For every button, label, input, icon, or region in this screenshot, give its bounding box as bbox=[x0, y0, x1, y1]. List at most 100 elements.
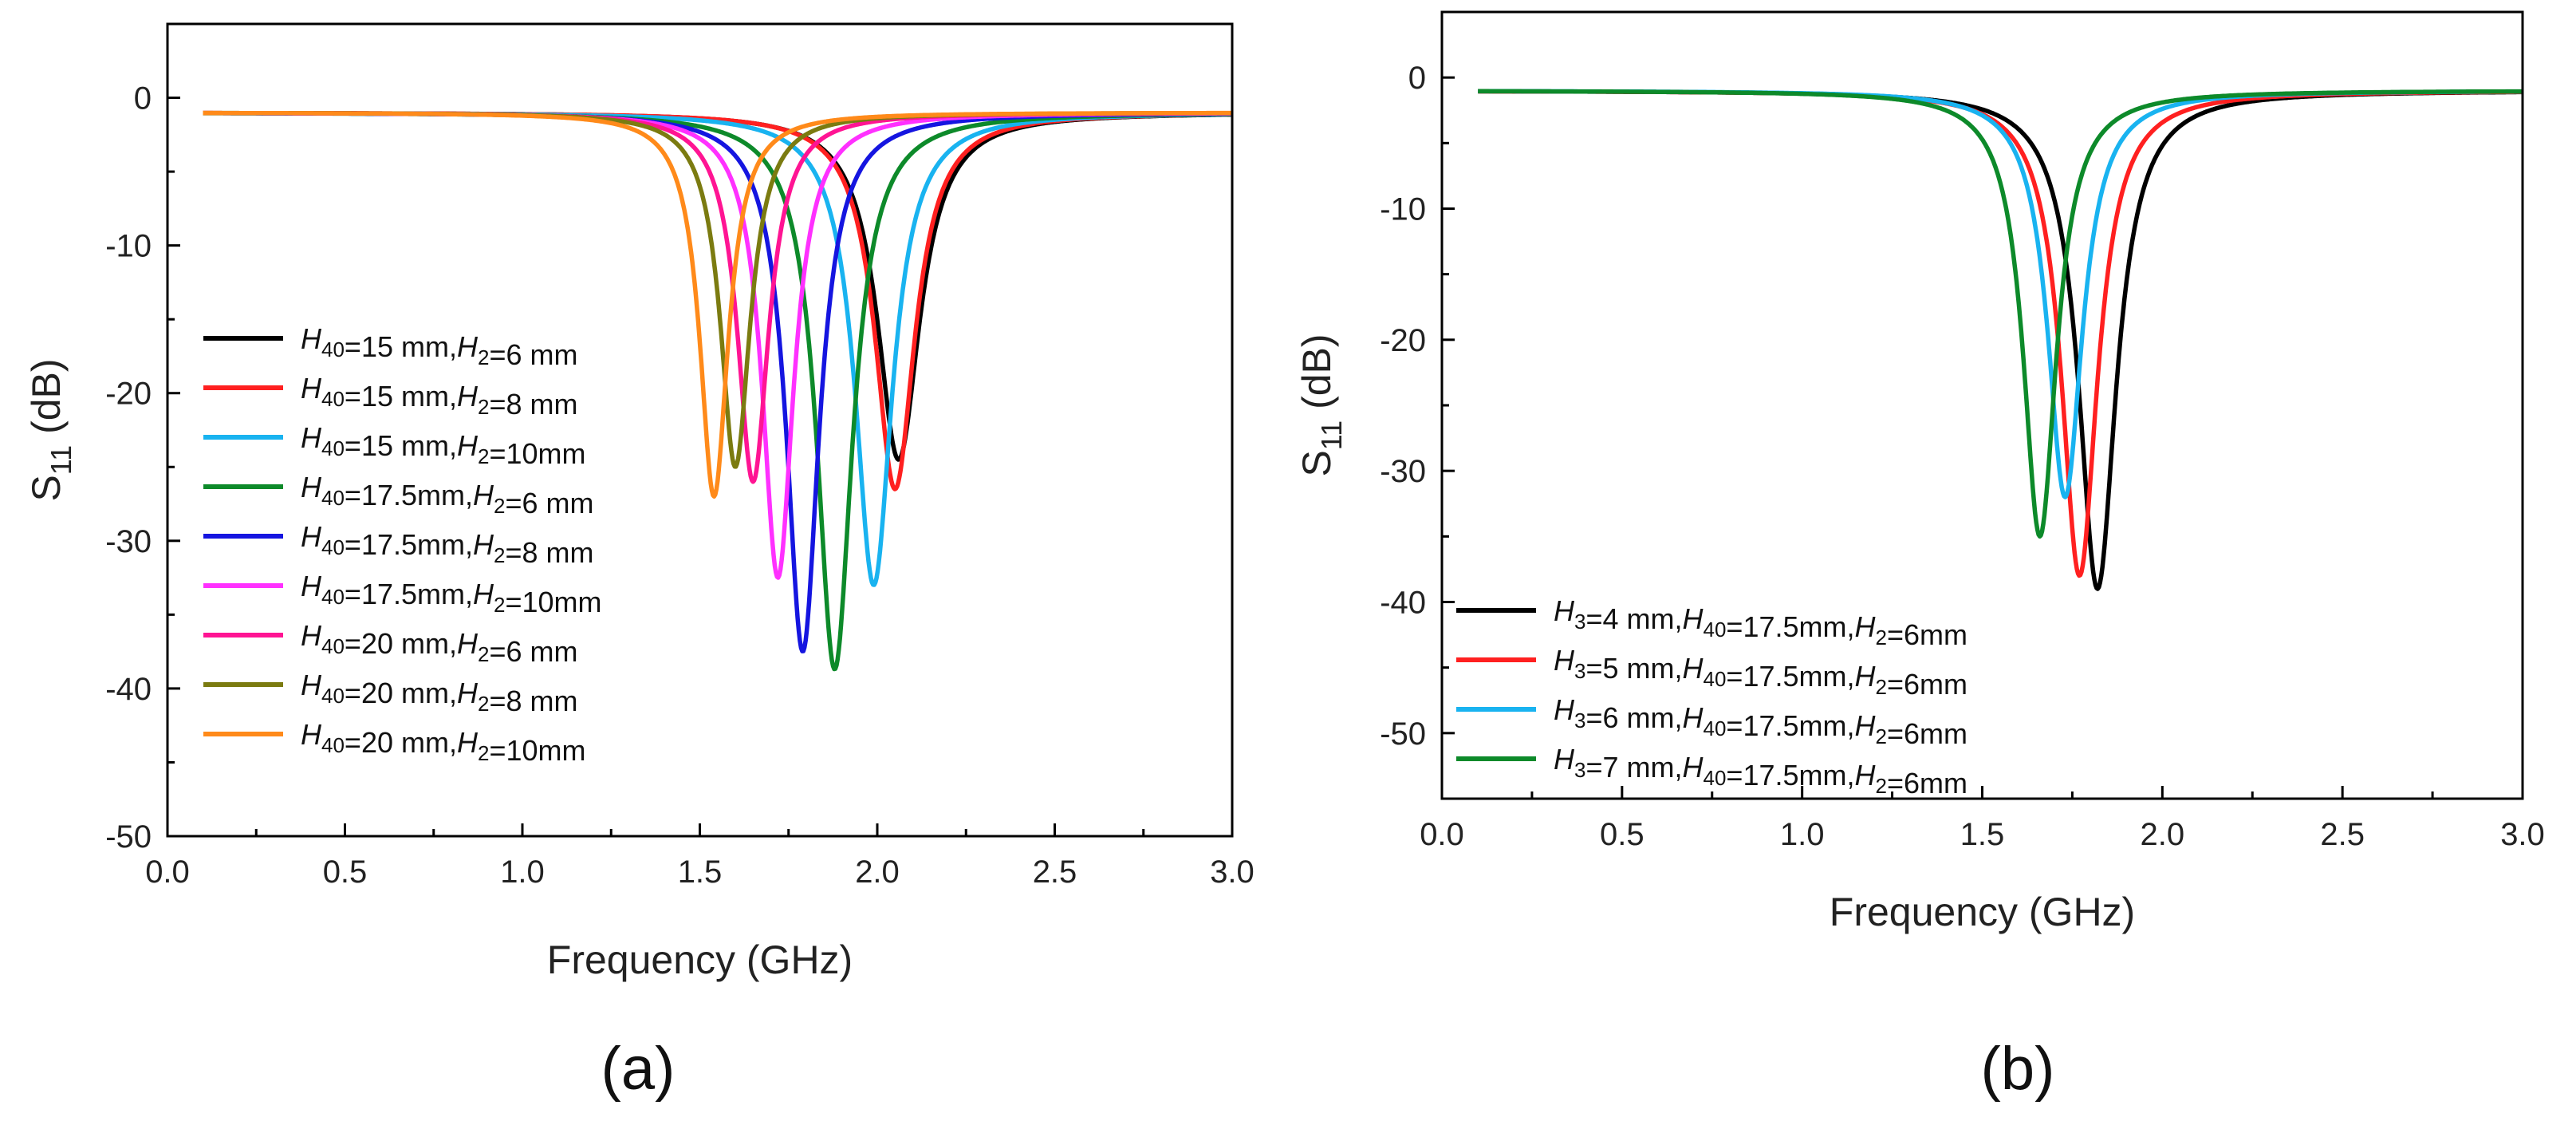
legend-var: H bbox=[1683, 751, 1704, 784]
legend-text: =5 mm, bbox=[1585, 652, 1682, 685]
legend-label-red: H40=15 mm,H2=8 mm bbox=[301, 372, 577, 420]
legend-text: =17.5mm, bbox=[1726, 610, 1854, 643]
panel-b: 0.0 0.5 1.0 1.5 2.0 2.5 3.0 0 -10 -20 -30 -40 -50 Fre… bbox=[1294, 10, 2545, 1103]
legend-var-subscript: 40 bbox=[1704, 618, 1727, 641]
legend-var-subscript: 2 bbox=[1876, 675, 1887, 699]
legend-var: H bbox=[457, 330, 479, 363]
legend-var-subscript: 2 bbox=[478, 444, 489, 468]
legend-text: =6mm bbox=[1887, 618, 1967, 651]
legend-var: H bbox=[1683, 602, 1704, 635]
legend-var-subscript: 40 bbox=[321, 634, 345, 658]
legend-var: H bbox=[1554, 594, 1575, 627]
legend-var-subscript: 40 bbox=[321, 535, 345, 559]
legend-text: =6 mm bbox=[489, 338, 577, 371]
y-tick-label: -40 bbox=[1380, 586, 1426, 621]
series-line-black bbox=[1476, 89, 2523, 591]
legend-label-green: H40=17.5mm,H2=6 mm bbox=[301, 471, 594, 519]
legend-var-subscript: 40 bbox=[1704, 716, 1727, 740]
y-axis-label: S11 (dB) bbox=[1294, 334, 1348, 476]
series-lines bbox=[202, 110, 1232, 672]
series-line-light-blue bbox=[1476, 89, 2523, 499]
legend-var-subscript: 2 bbox=[494, 543, 505, 567]
legend-label-pink: H40=20 mm,H2=6 mm bbox=[301, 619, 577, 668]
legend-text: =6mm bbox=[1887, 668, 1967, 701]
legend-var: H bbox=[457, 627, 479, 660]
panel-a: 0.0 0.5 1.0 1.5 2.0 2.5 3.0 0 -10 -20 -30 -40 -50 Fre… bbox=[24, 22, 1255, 1103]
y-tick-label: 0 bbox=[1408, 61, 1426, 96]
legend-text: =20 mm, bbox=[345, 726, 457, 759]
legend-var: H bbox=[473, 528, 494, 561]
legend-var-subscript: 40 bbox=[1704, 667, 1727, 691]
legend-var-subscript: 2 bbox=[494, 593, 505, 617]
legend-var-subscript: 3 bbox=[1574, 610, 1585, 634]
legend-label-black: H3=4 mm,H40=17.5mm,H2=6mm bbox=[1554, 594, 1967, 651]
x-tick-label: 2.5 bbox=[1033, 855, 1077, 890]
legend-label-black: H40=15 mm,H2=6 mm bbox=[301, 322, 577, 371]
legend-label-magenta: H40=17.5mm,H2=10mm bbox=[301, 570, 602, 618]
legend-var: H bbox=[301, 322, 322, 355]
y-axis-label-subscript: 11 bbox=[1315, 420, 1348, 450]
x-tick-label: 3.0 bbox=[2500, 817, 2545, 852]
legend-var-subscript: 40 bbox=[321, 684, 345, 708]
y-axis-label-unit: (dB) bbox=[1294, 334, 1339, 420]
legend-var: H bbox=[301, 372, 322, 405]
x-tick-label: 2.0 bbox=[2141, 817, 2185, 852]
legend-var: H bbox=[1554, 693, 1575, 726]
y-tick-label: -40 bbox=[105, 672, 152, 707]
legend-text: =6mm bbox=[1887, 767, 1967, 799]
legend-var: H bbox=[1683, 652, 1704, 685]
legend-text: =17.5mm, bbox=[345, 578, 473, 610]
legend-var: H bbox=[301, 520, 322, 553]
legend-text: =8 mm bbox=[489, 388, 577, 420]
legend-var: H bbox=[1554, 644, 1575, 677]
y-tick-label: -50 bbox=[105, 819, 152, 855]
legend-text: =7 mm, bbox=[1585, 751, 1682, 784]
y-tick-label: -20 bbox=[105, 377, 152, 412]
legend-var-subscript: 2 bbox=[478, 345, 489, 369]
legend-text: =10mm bbox=[505, 586, 601, 618]
legend-var-subscript: 3 bbox=[1574, 758, 1585, 782]
legend-text: =15 mm, bbox=[345, 330, 457, 363]
x-tick-label: 1.5 bbox=[678, 855, 723, 890]
x-tick-label: 0.5 bbox=[323, 855, 368, 890]
panel-caption: (a) bbox=[601, 1035, 676, 1103]
legend-var: H bbox=[301, 570, 322, 602]
legend-text: =8 mm bbox=[505, 536, 593, 569]
legend-var-subscript: 40 bbox=[321, 338, 345, 361]
legend-label-orange: H40=20 mm,H2=10mm bbox=[301, 718, 585, 767]
legend-var-subscript: 40 bbox=[321, 733, 345, 757]
legend-var: H bbox=[301, 619, 322, 652]
y-tick-label: -30 bbox=[105, 524, 152, 559]
y-tick-label: -10 bbox=[1380, 192, 1426, 227]
x-tick-label: 1.5 bbox=[1960, 817, 2005, 852]
series-line-orange bbox=[202, 110, 1232, 499]
legend-var-subscript: 3 bbox=[1574, 659, 1585, 683]
x-tick-label: 3.0 bbox=[1210, 855, 1255, 890]
legend-var-subscript: 2 bbox=[478, 395, 489, 419]
legend-var: H bbox=[1554, 743, 1575, 776]
legend-label-light-blue: H40=15 mm,H2=10mm bbox=[301, 421, 585, 470]
legend-label-green: H3=7 mm,H40=17.5mm,H2=6mm bbox=[1554, 743, 1967, 799]
legend-var: H bbox=[457, 726, 479, 759]
y-axis-label: S11 (dB) bbox=[24, 358, 77, 501]
series-line-green bbox=[1476, 89, 2523, 539]
x-tick-label: 2.5 bbox=[2320, 817, 2365, 852]
legend-var: H bbox=[1855, 759, 1877, 791]
x-tick-label: 0.0 bbox=[145, 855, 190, 890]
legend-label-olive: H40=20 mm,H2=8 mm bbox=[301, 669, 577, 717]
legend-text: =17.5mm, bbox=[345, 479, 473, 511]
y-tick-label: -50 bbox=[1380, 716, 1426, 752]
legend-text: =10mm bbox=[489, 734, 585, 767]
legend-var-subscript: 40 bbox=[1704, 766, 1727, 790]
legend-var-subscript: 2 bbox=[1876, 724, 1887, 748]
y-tick-label: 0 bbox=[134, 81, 152, 116]
legend-var-subscript: 2 bbox=[478, 741, 489, 765]
legend-text: =17.5mm, bbox=[1726, 759, 1854, 791]
y-axis-label-main: S bbox=[24, 475, 69, 501]
y-tick-label: -30 bbox=[1380, 454, 1426, 489]
series-line-olive bbox=[202, 110, 1232, 469]
legend-var: H bbox=[301, 421, 322, 454]
x-tick-label: 1.0 bbox=[500, 855, 545, 890]
